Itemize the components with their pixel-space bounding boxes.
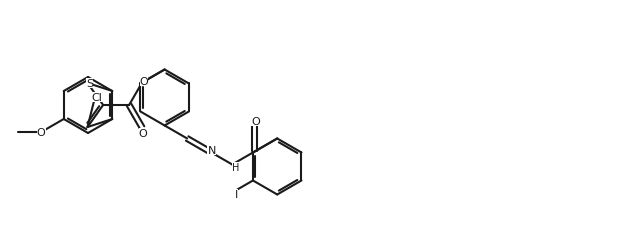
Text: O: O — [139, 128, 147, 138]
Text: I: I — [235, 189, 238, 199]
Text: N: N — [207, 146, 216, 156]
Text: H: H — [232, 163, 239, 173]
Text: O: O — [252, 117, 260, 127]
Text: S: S — [86, 79, 93, 89]
Text: O: O — [140, 77, 148, 87]
Text: Cl: Cl — [92, 93, 102, 103]
Text: O: O — [37, 127, 45, 137]
